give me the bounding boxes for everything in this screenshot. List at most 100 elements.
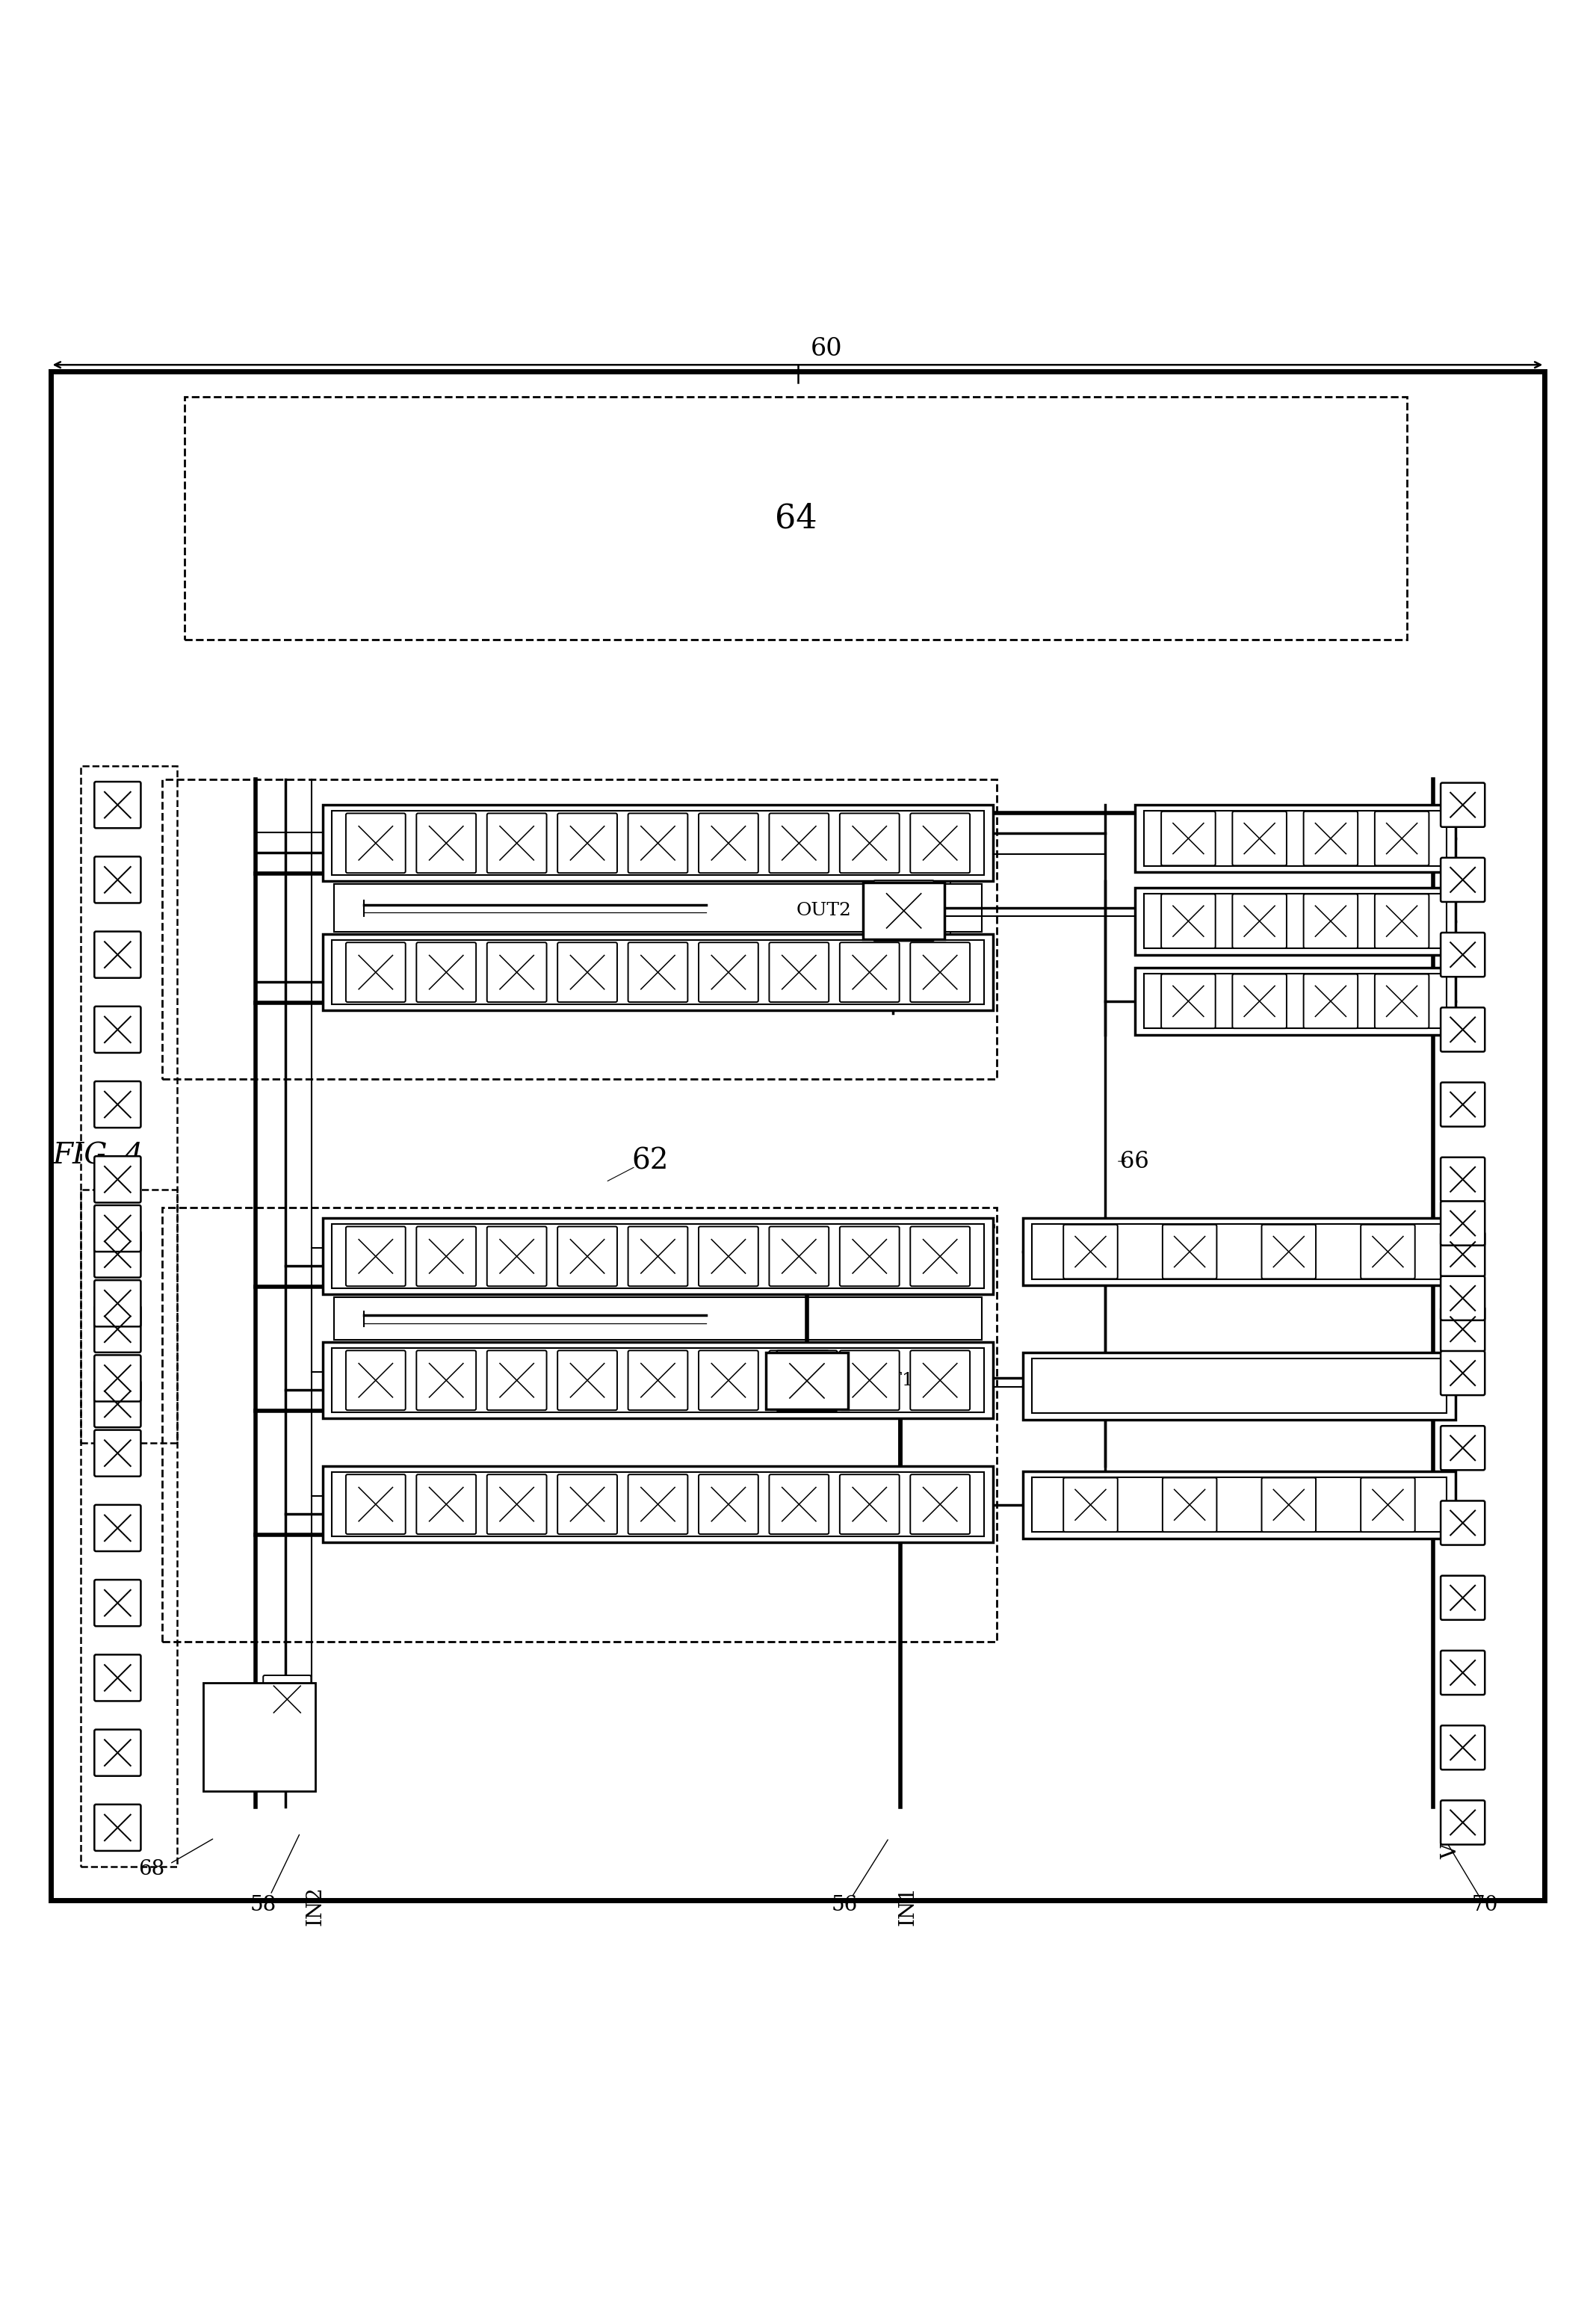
FancyBboxPatch shape xyxy=(417,1227,476,1285)
FancyBboxPatch shape xyxy=(94,1654,140,1702)
Bar xyxy=(1023,1352,1456,1419)
FancyBboxPatch shape xyxy=(839,1474,900,1534)
FancyBboxPatch shape xyxy=(94,1504,140,1552)
FancyBboxPatch shape xyxy=(1162,811,1216,866)
FancyBboxPatch shape xyxy=(1162,894,1216,949)
FancyBboxPatch shape xyxy=(769,1350,828,1409)
FancyBboxPatch shape xyxy=(910,942,970,1002)
FancyBboxPatch shape xyxy=(1304,811,1358,866)
FancyBboxPatch shape xyxy=(94,1006,140,1052)
FancyBboxPatch shape xyxy=(263,1674,311,1723)
FancyBboxPatch shape xyxy=(346,813,405,873)
Bar xyxy=(334,884,982,930)
FancyBboxPatch shape xyxy=(1374,974,1428,1029)
Bar xyxy=(1144,894,1446,949)
Bar xyxy=(163,778,998,1078)
FancyBboxPatch shape xyxy=(629,942,688,1002)
FancyBboxPatch shape xyxy=(1441,1352,1484,1396)
Bar xyxy=(332,1472,985,1536)
Bar xyxy=(1033,1479,1446,1531)
FancyBboxPatch shape xyxy=(839,1350,900,1409)
Text: 64: 64 xyxy=(774,502,817,534)
FancyBboxPatch shape xyxy=(910,1350,970,1409)
Bar xyxy=(163,1207,998,1642)
FancyBboxPatch shape xyxy=(1304,974,1358,1029)
Bar xyxy=(766,1352,847,1409)
FancyBboxPatch shape xyxy=(769,1227,828,1285)
FancyBboxPatch shape xyxy=(769,1474,828,1534)
FancyBboxPatch shape xyxy=(629,813,688,873)
FancyBboxPatch shape xyxy=(94,781,140,829)
Text: OUT2: OUT2 xyxy=(796,903,852,919)
FancyBboxPatch shape xyxy=(94,930,140,979)
FancyBboxPatch shape xyxy=(699,813,758,873)
Bar xyxy=(322,1467,993,1543)
FancyBboxPatch shape xyxy=(1441,1725,1484,1769)
Text: 56: 56 xyxy=(832,1895,857,1916)
FancyBboxPatch shape xyxy=(346,942,405,1002)
FancyBboxPatch shape xyxy=(1441,1006,1484,1052)
Bar xyxy=(1135,806,1456,873)
FancyBboxPatch shape xyxy=(769,942,828,1002)
FancyBboxPatch shape xyxy=(1361,1225,1416,1278)
FancyBboxPatch shape xyxy=(769,813,828,873)
FancyBboxPatch shape xyxy=(1262,1479,1315,1531)
FancyBboxPatch shape xyxy=(839,813,900,873)
Bar xyxy=(1135,967,1456,1034)
Bar xyxy=(857,877,951,944)
Bar xyxy=(322,1343,993,1419)
FancyBboxPatch shape xyxy=(699,1350,758,1409)
Bar xyxy=(1144,974,1446,1029)
Bar xyxy=(80,767,177,1442)
Bar xyxy=(1144,811,1446,866)
FancyBboxPatch shape xyxy=(1162,1225,1216,1278)
FancyBboxPatch shape xyxy=(94,1082,140,1128)
Bar xyxy=(1023,1472,1456,1538)
FancyBboxPatch shape xyxy=(629,1474,688,1534)
FancyBboxPatch shape xyxy=(94,1430,140,1476)
FancyBboxPatch shape xyxy=(910,813,970,873)
FancyBboxPatch shape xyxy=(346,1350,405,1409)
FancyBboxPatch shape xyxy=(1441,783,1484,827)
Text: OUT1: OUT1 xyxy=(859,1373,915,1389)
Text: 60: 60 xyxy=(811,336,843,362)
FancyBboxPatch shape xyxy=(1162,974,1216,1029)
Bar xyxy=(322,806,993,882)
Bar xyxy=(760,1347,854,1414)
FancyBboxPatch shape xyxy=(346,1474,405,1534)
FancyBboxPatch shape xyxy=(1232,811,1286,866)
FancyBboxPatch shape xyxy=(1162,1479,1216,1531)
Bar xyxy=(80,1191,177,1865)
FancyBboxPatch shape xyxy=(873,880,934,942)
Bar xyxy=(332,811,985,875)
Bar xyxy=(1023,1218,1456,1285)
FancyBboxPatch shape xyxy=(417,813,476,873)
FancyBboxPatch shape xyxy=(1374,811,1428,866)
Bar xyxy=(1033,1359,1446,1414)
FancyBboxPatch shape xyxy=(1063,1225,1117,1278)
Text: VCC: VCC xyxy=(249,1713,270,1759)
FancyBboxPatch shape xyxy=(1441,1232,1484,1276)
FancyBboxPatch shape xyxy=(557,942,618,1002)
FancyBboxPatch shape xyxy=(699,942,758,1002)
FancyBboxPatch shape xyxy=(910,1474,970,1534)
Text: VSS: VSS xyxy=(1441,1817,1460,1859)
FancyBboxPatch shape xyxy=(94,1204,140,1251)
FancyBboxPatch shape xyxy=(94,1280,140,1327)
FancyBboxPatch shape xyxy=(487,1350,546,1409)
FancyBboxPatch shape xyxy=(1361,1479,1416,1531)
Text: IN1: IN1 xyxy=(897,1886,918,1925)
FancyBboxPatch shape xyxy=(417,1474,476,1534)
FancyBboxPatch shape xyxy=(910,1227,970,1285)
FancyBboxPatch shape xyxy=(1441,857,1484,903)
FancyBboxPatch shape xyxy=(1232,974,1286,1029)
Bar xyxy=(332,940,985,1004)
FancyBboxPatch shape xyxy=(629,1350,688,1409)
FancyBboxPatch shape xyxy=(1441,1158,1484,1202)
FancyBboxPatch shape xyxy=(1441,1426,1484,1469)
FancyBboxPatch shape xyxy=(699,1474,758,1534)
FancyBboxPatch shape xyxy=(94,1382,140,1428)
Bar xyxy=(332,1347,985,1412)
FancyBboxPatch shape xyxy=(557,813,618,873)
Bar xyxy=(1135,887,1456,956)
